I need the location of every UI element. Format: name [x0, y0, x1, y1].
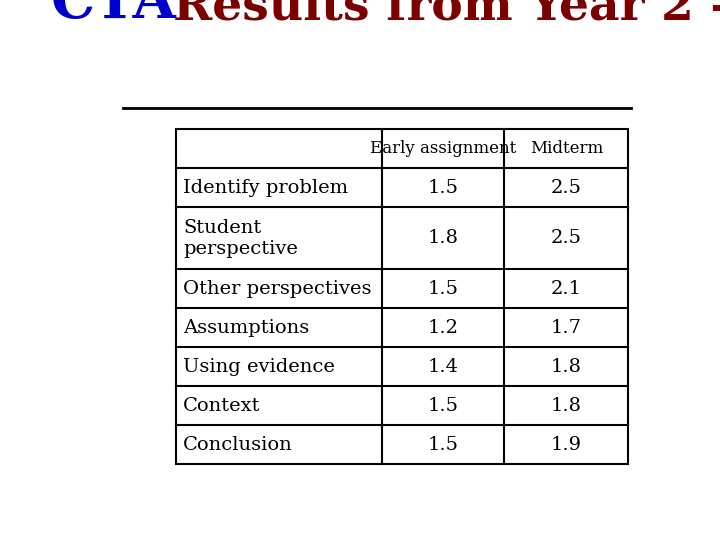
Text: 2.1: 2.1: [551, 280, 582, 298]
Text: 1.5: 1.5: [428, 396, 459, 415]
Text: 1.5: 1.5: [428, 435, 459, 454]
Text: Midterm: Midterm: [530, 140, 603, 157]
Text: 2.5: 2.5: [551, 229, 582, 247]
Bar: [176, 129, 629, 464]
Text: 1.5: 1.5: [428, 179, 459, 197]
Text: Identify problem: Identify problem: [183, 179, 348, 197]
Text: Conclusion: Conclusion: [183, 435, 293, 454]
Text: 1.4: 1.4: [428, 357, 459, 376]
Text: Student
perspective: Student perspective: [183, 219, 298, 258]
Text: Other perspectives: Other perspectives: [183, 280, 372, 298]
Text: 1.2: 1.2: [428, 319, 459, 337]
Text: 1.8: 1.8: [428, 229, 459, 247]
Text: Assumptions: Assumptions: [183, 319, 310, 337]
Text: 1.8: 1.8: [551, 357, 582, 376]
Text: Results from Year 2 - Averages: Results from Year 2 - Averages: [140, 0, 720, 30]
Text: 1.8: 1.8: [551, 396, 582, 415]
Text: 1.9: 1.9: [551, 435, 582, 454]
Text: Using evidence: Using evidence: [183, 357, 335, 376]
Text: Early assignment: Early assignment: [370, 140, 516, 157]
Text: CTA: CTA: [50, 0, 176, 30]
Text: Context: Context: [183, 396, 261, 415]
Text: 1.7: 1.7: [551, 319, 582, 337]
Text: 2.5: 2.5: [551, 179, 582, 197]
Text: 1.5: 1.5: [428, 280, 459, 298]
